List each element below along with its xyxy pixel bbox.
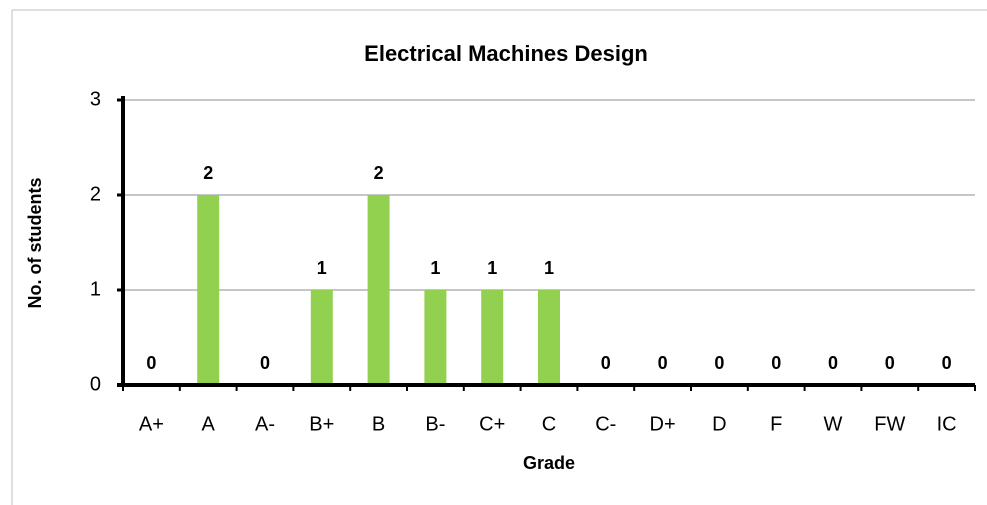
y-axis-title: No. of students [25, 178, 45, 309]
bar [197, 195, 220, 385]
value-label: 0 [942, 353, 952, 373]
value-label: 1 [430, 258, 440, 278]
x-tick-label: D+ [650, 413, 676, 435]
value-label: 0 [260, 353, 270, 373]
value-label: 0 [714, 353, 724, 373]
bar [424, 290, 447, 385]
x-tick-label: C+ [479, 413, 505, 435]
bar [538, 290, 560, 385]
value-label: 0 [771, 353, 781, 373]
value-label: 0 [828, 353, 838, 373]
x-tick-label: D [712, 413, 726, 435]
y-tick-label: 1 [90, 278, 101, 300]
value-label: 0 [601, 353, 611, 373]
x-tick-label: A- [255, 413, 275, 435]
value-label: 0 [658, 353, 668, 373]
y-tick-label: 2 [90, 183, 101, 205]
value-label: 1 [544, 258, 554, 278]
chart-title: Electrical Machines Design [364, 41, 648, 66]
value-label: 2 [203, 163, 213, 183]
x-tick-label: C [542, 413, 556, 435]
x-tick-label: B+ [309, 413, 334, 435]
bar [367, 195, 390, 385]
x-tick-label: C- [595, 413, 616, 435]
x-tick-label: IC [937, 413, 957, 435]
value-label: 1 [487, 258, 497, 278]
x-tick-label: F [770, 413, 782, 435]
bar [310, 290, 333, 385]
x-axis-title: Grade [523, 453, 575, 473]
x-tick-label: A+ [139, 413, 164, 435]
x-tick-label: A [202, 413, 216, 435]
value-label: 0 [146, 353, 156, 373]
value-label: 2 [374, 163, 384, 183]
bar [481, 290, 504, 385]
value-label: 1 [317, 258, 327, 278]
x-tick-label: B- [425, 413, 445, 435]
value-label: 0 [885, 353, 895, 373]
x-tick-label: FW [874, 413, 905, 435]
x-tick-label: B [372, 413, 385, 435]
y-tick-label: 0 [90, 373, 101, 395]
y-tick-label: 3 [90, 88, 101, 110]
x-tick-label: W [824, 413, 843, 435]
